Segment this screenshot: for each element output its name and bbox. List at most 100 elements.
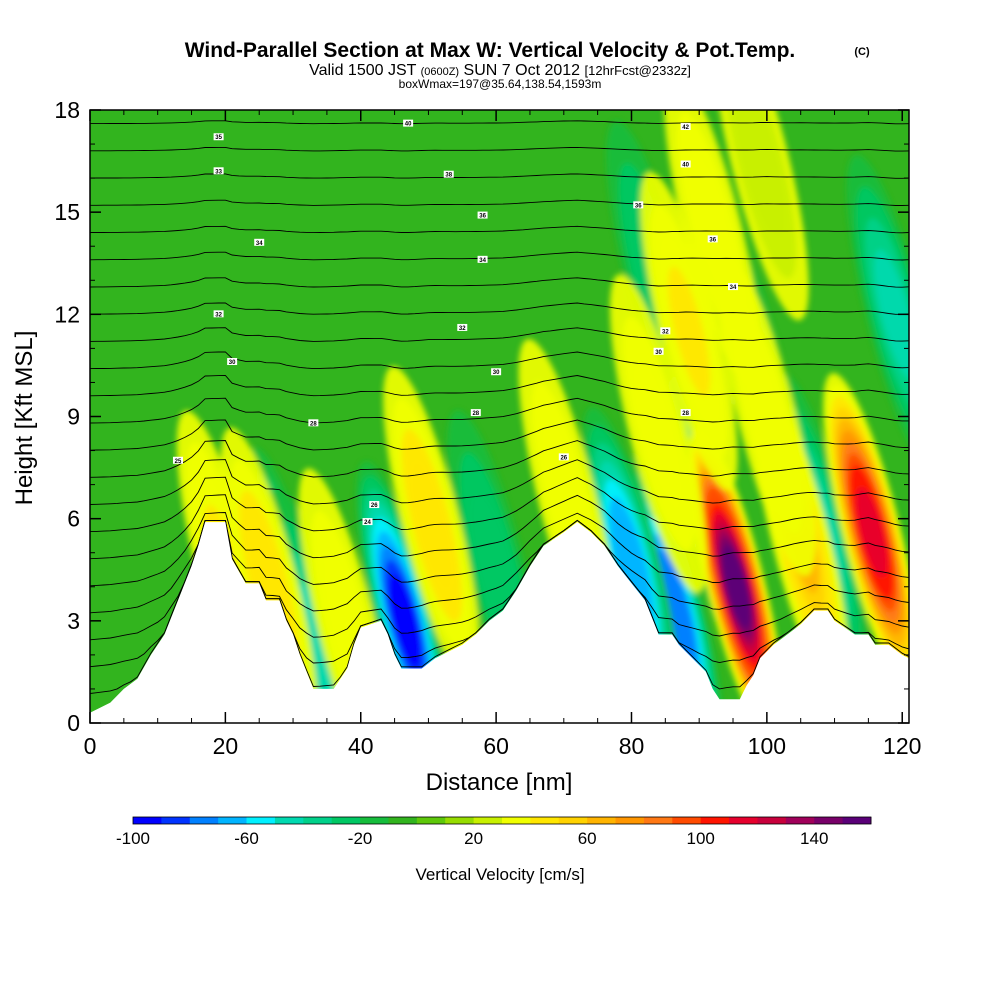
colorbar-swatch — [530, 817, 560, 824]
isentrope-line — [90, 440, 909, 478]
colorbar-swatch — [729, 817, 758, 824]
colorbar-swatch — [274, 817, 304, 824]
colorbar-swatch — [416, 817, 446, 824]
isentrope-label: 32 — [459, 326, 466, 332]
isentrope-label-box — [213, 310, 224, 318]
isentrope-contours — [90, 120, 909, 694]
colorbar-tick-label: 140 — [800, 829, 828, 848]
colorbar-swatch — [672, 817, 702, 824]
colorbar-tick-label: 100 — [687, 829, 715, 848]
isentrope-label-box — [213, 133, 224, 141]
w-contour-band — [688, 154, 737, 305]
isentrope-line — [90, 277, 909, 288]
colorbar-swatch — [814, 817, 844, 824]
isentrope-label-box — [477, 211, 488, 219]
isentrope-line — [90, 146, 909, 152]
isentrope-line — [90, 302, 909, 315]
isentrope-label: 36 — [709, 237, 716, 243]
isentrope-label: 24 — [364, 520, 371, 526]
isentrope-line — [90, 120, 909, 125]
isentrope-label: 42 — [682, 125, 689, 131]
w-contour-band — [295, 583, 338, 713]
isentrope-label-box — [227, 358, 238, 366]
colorbar-swatch — [558, 817, 588, 824]
colorbar-tick-label: 20 — [464, 829, 483, 848]
w-contour-band — [410, 460, 453, 591]
isentrope-label: 28 — [682, 411, 689, 417]
w-contour-band — [658, 565, 692, 663]
colorbar-swatch — [700, 817, 730, 824]
y-tick-label: 15 — [54, 199, 80, 225]
colorbar-tick-labels: -100 -60 -20 20 60 100 140 — [116, 829, 828, 848]
colorbar — [132, 816, 872, 825]
isentrope-line — [90, 512, 909, 587]
isentrope-label-box — [633, 201, 644, 209]
isentrope-label: 30 — [493, 370, 500, 376]
isentrope-line — [90, 419, 909, 451]
isentrope-label-box — [680, 123, 691, 131]
isentrope-label-box — [728, 283, 739, 291]
colorbar-swatch — [303, 817, 333, 824]
colorbar-tick-label: -60 — [234, 829, 259, 848]
isentrope-label: 30 — [229, 360, 236, 366]
isentrope-label-box — [362, 518, 373, 526]
isentrope-label-box — [660, 327, 671, 335]
isentrope-line — [90, 199, 909, 206]
isentrope-line — [90, 173, 909, 179]
colorbar-swatch — [587, 817, 616, 824]
chart-title: Wind-Parallel Section at Max W: Vertical… — [185, 39, 796, 62]
isentrope-label: 32 — [662, 329, 669, 335]
w-contour-band — [667, 266, 711, 396]
colorbar-swatch — [360, 817, 389, 824]
y-tick-label: 6 — [67, 506, 80, 532]
x-tick-label: 0 — [84, 733, 97, 759]
valid-date: SUN 7 Oct 2012 — [464, 62, 581, 79]
x-axis: 0 20 40 60 80 100 120 — [84, 110, 921, 759]
isentrope-label: 40 — [405, 122, 412, 128]
isentrope-label-box — [403, 119, 414, 127]
y-tick-label: 3 — [67, 608, 80, 634]
colorbar-tick-label: 60 — [578, 829, 597, 848]
isentrope-label: 35 — [215, 135, 222, 141]
title-tag: (C) — [854, 46, 870, 58]
isentrope-line — [90, 375, 909, 397]
colorbar-swatch — [502, 817, 531, 824]
isentrope-label-box — [653, 347, 664, 355]
plot-area: 25 35 33 34 32 30 28 26 24 40 38 36 34 32 30 28 26 42 40 36… — [90, 110, 909, 723]
isentrope-label: 32 — [215, 312, 222, 318]
isentrope-line — [90, 476, 909, 533]
isentrope-label-box — [477, 255, 488, 263]
isentrope-labels: 25 35 33 34 32 30 28 26 24 40 38 36 34 32 30 28 26 42 40 36… — [172, 119, 739, 526]
isentrope-line — [90, 251, 909, 261]
colorbar-swatch — [388, 817, 418, 824]
colorbar-tick-label: -20 — [348, 829, 373, 848]
updraft-core — [383, 366, 481, 685]
y-tick-label: 9 — [67, 404, 80, 430]
isentrope-label-box — [707, 235, 718, 243]
isentrope-label: 34 — [479, 258, 486, 264]
colorbar-swatch — [842, 817, 872, 824]
colorbar-swatch — [189, 817, 219, 824]
subtitle-valid: Valid 1500 JST (0600Z) SUN 7 Oct 2012 [1… — [309, 62, 691, 79]
isentrope-label-box — [369, 501, 380, 509]
isentrope-line — [90, 459, 909, 505]
w-contour-band — [722, 545, 751, 629]
subtitle-box: boxWmax=197@35.64,138.54,1593m — [399, 77, 602, 91]
x-tick-label: 60 — [483, 733, 509, 759]
isentrope-line — [90, 397, 909, 424]
x-tick-label: 40 — [348, 733, 374, 759]
isentrope-line — [90, 351, 909, 370]
y-tick-label: 18 — [54, 97, 80, 123]
x-tick-label: 20 — [213, 733, 239, 759]
isentrope-label: 40 — [682, 162, 689, 168]
colorbar-swatch — [643, 817, 673, 824]
isentrope-line — [90, 327, 909, 342]
updraft-core — [640, 172, 738, 491]
w-contour-band — [735, 110, 785, 237]
colorbar-swatch — [161, 817, 191, 824]
colorbar-swatch — [615, 817, 645, 824]
colorbar-swatch — [445, 817, 475, 824]
colorbar-swatch — [218, 817, 247, 824]
forecast-tag: [12hrFcst@2332z] — [585, 63, 691, 78]
